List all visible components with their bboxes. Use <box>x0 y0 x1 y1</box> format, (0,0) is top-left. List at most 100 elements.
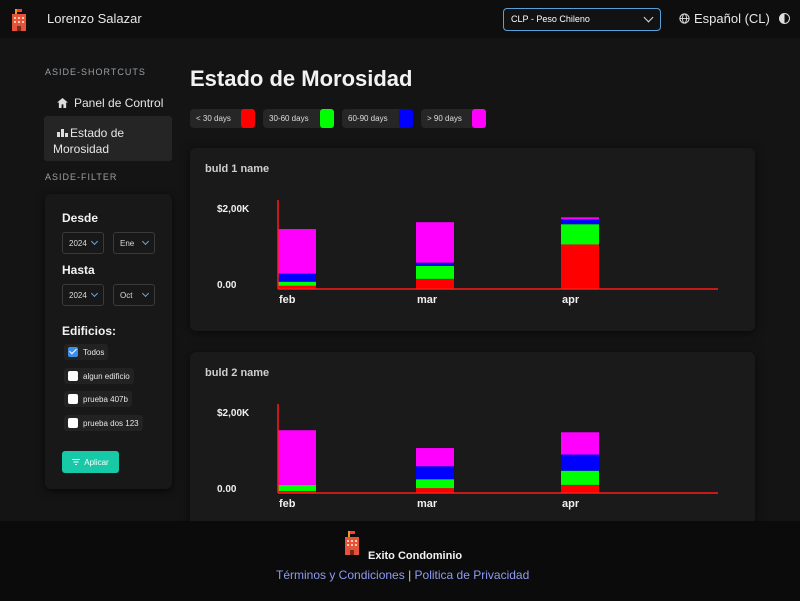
checkbox-icon[interactable] <box>68 418 78 428</box>
filter-icon <box>72 459 81 465</box>
chevron-down-icon <box>141 237 150 246</box>
bar-segment <box>561 470 599 485</box>
hasta-label: Hasta <box>62 263 95 277</box>
top-navbar: Lorenzo Salazar CLP - Peso Chileno Españ… <box>0 0 800 38</box>
checkbox-checked-icon[interactable] <box>68 347 78 357</box>
chart-card-building-2: buld 2 name $2,00K 0.00 feb mar apr <box>190 352 755 527</box>
footer-links: Términos y Condiciones | Politica de Pri… <box>276 568 529 582</box>
privacy-link[interactable]: Politica de Privacidad <box>414 568 530 582</box>
bar-segment <box>561 217 599 220</box>
user-name[interactable]: Lorenzo Salazar <box>47 11 142 26</box>
language-label: Español (CL) <box>694 11 770 26</box>
hasta-month-value: Oct <box>120 291 133 300</box>
desde-year-select[interactable]: 2024 <box>62 232 104 254</box>
building-checkbox-prueba-dos-123[interactable]: prueba dos 123 <box>64 415 143 431</box>
checkbox-label: prueba dos 123 <box>83 418 139 428</box>
sidebar-item-label: Estado de Morosidad <box>53 126 125 156</box>
currency-select-value: CLP - Peso Chileno <box>511 14 590 24</box>
building-logo-icon <box>345 531 359 555</box>
bar-segment <box>278 229 316 274</box>
bar-segment <box>278 490 316 493</box>
x-tick-label: feb <box>279 498 296 510</box>
currency-select[interactable]: CLP - Peso Chileno <box>503 8 661 31</box>
apply-filter-button[interactable]: Aplicar <box>62 451 119 473</box>
bar-segment <box>561 224 599 245</box>
edificios-label: Edificios: <box>62 324 117 338</box>
page-title: Estado de Morosidad <box>190 66 413 91</box>
hasta-year-select[interactable]: 2024 <box>62 284 104 306</box>
footer: Exito Condominio Términos y Condiciones … <box>0 521 800 601</box>
chart-card-building-1: buld 1 name $2,00K 0.00 feb mar apr <box>190 148 755 331</box>
x-tick-label: apr <box>562 498 580 510</box>
building-checkbox-algun-edificio[interactable]: algun edificio <box>64 368 134 384</box>
x-tick-label: mar <box>417 498 438 510</box>
building-logo-icon[interactable] <box>11 9 27 31</box>
globe-icon <box>679 13 690 24</box>
y-tick-label: 0.00 <box>217 484 237 495</box>
y-tick-label: $2,00K <box>217 204 250 215</box>
bar-segment <box>416 262 454 266</box>
aside-filter-title: ASIDE-FILTER <box>45 172 118 182</box>
legend-label: < 30 days <box>196 114 231 123</box>
bar-segment <box>278 484 316 491</box>
hasta-year-value: 2024 <box>69 291 87 300</box>
building-checkbox-todos[interactable]: Todos <box>64 344 109 360</box>
apply-button-label: Aplicar <box>84 457 109 467</box>
checkbox-icon[interactable] <box>68 394 78 404</box>
desde-label: Desde <box>62 211 99 225</box>
chevron-down-icon <box>643 12 654 23</box>
hasta-month-select[interactable]: Oct <box>113 284 155 306</box>
x-tick-label: feb <box>279 294 296 306</box>
legend-label: > 90 days <box>427 114 462 123</box>
language-selector[interactable]: Español (CL) <box>679 11 770 26</box>
chart-title: buld 2 name <box>205 367 270 379</box>
footer-separator: | <box>408 568 412 582</box>
chevron-down-icon <box>90 237 99 246</box>
bar-segment <box>561 432 599 455</box>
bar-chart-icon <box>57 129 68 137</box>
bar-segment <box>561 454 599 471</box>
bar-segment <box>416 222 454 263</box>
terms-link[interactable]: Términos y Condiciones <box>276 568 405 582</box>
y-tick-label: 0.00 <box>217 280 237 291</box>
bar-segment <box>561 219 599 225</box>
desde-year-value: 2024 <box>69 239 87 248</box>
desde-month-value: Ene <box>120 239 135 248</box>
bar-segment <box>278 285 316 289</box>
legend-label: 60-90 days <box>348 114 388 123</box>
checkbox-icon[interactable] <box>68 371 78 381</box>
x-tick-label: apr <box>562 294 580 306</box>
legend-swatch <box>472 109 486 128</box>
bar-segment <box>416 448 454 467</box>
bar-segment <box>416 265 454 279</box>
footer-brand: Exito Condominio <box>368 550 463 562</box>
checkbox-label: prueba 407b <box>83 394 128 404</box>
legend-item-60-90[interactable]: 60-90 days <box>342 109 413 128</box>
theme-toggle-icon[interactable] <box>779 13 790 24</box>
bar-segment <box>278 281 316 286</box>
checkbox-label: Todos <box>83 347 105 357</box>
chevron-down-icon <box>90 289 99 298</box>
bar-segment <box>416 479 454 489</box>
legend-item-lt30[interactable]: < 30 days <box>190 109 255 128</box>
stacked-bar-chart: $2,00K 0.00 feb mar apr <box>217 200 718 306</box>
chevron-down-icon <box>141 289 150 298</box>
legend-item-30-60[interactable]: 30-60 days <box>263 109 334 128</box>
sidebar-item-estado-de-morosidad[interactable] <box>44 116 172 161</box>
home-icon <box>57 98 68 108</box>
desde-month-select[interactable]: Ene <box>113 232 155 254</box>
chart-title: buld 1 name <box>205 163 270 175</box>
stacked-bar-chart: $2,00K 0.00 feb mar apr <box>217 404 718 510</box>
x-tick-label: mar <box>417 294 438 306</box>
sidebar-item-panel-de-control[interactable]: Panel de Control <box>57 96 163 110</box>
y-tick-label: $2,00K <box>217 408 250 419</box>
aside-shortcuts-title: ASIDE-SHORTCUTS <box>45 67 146 77</box>
bar-segment <box>561 244 599 289</box>
bar-segment <box>561 484 599 493</box>
legend-swatch <box>320 109 334 128</box>
legend-item-gt90[interactable]: > 90 days <box>421 109 486 128</box>
sidebar-item-estado-label-wrap[interactable]: Estado de Morosidad <box>53 125 168 157</box>
bar-segment <box>278 273 316 282</box>
building-checkbox-prueba-407b[interactable]: prueba 407b <box>64 391 132 407</box>
legend-swatch <box>241 109 255 128</box>
